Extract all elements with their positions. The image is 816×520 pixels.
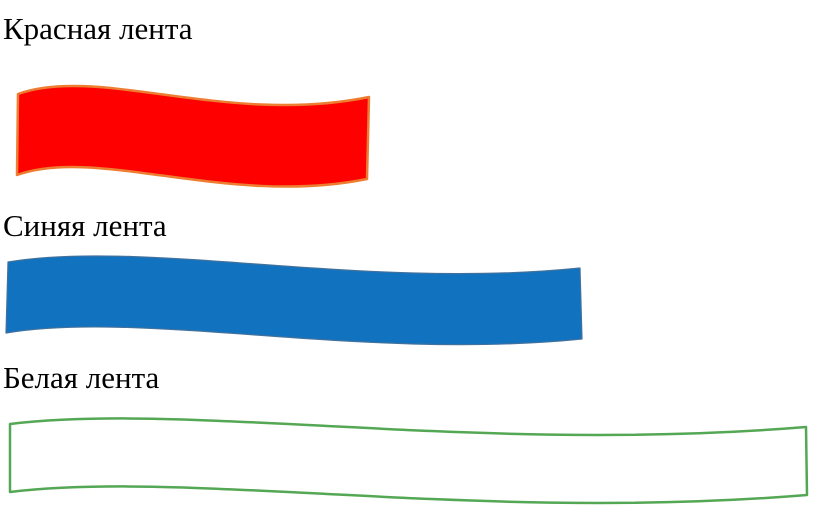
red-ribbon-shape [15,84,371,188]
red-ribbon-wave [15,84,371,188]
white-ribbon-shape [8,417,809,505]
blue-ribbon-wave [5,255,583,346]
blue-ribbon-shape [5,255,583,346]
blue-ribbon-label: Синяя лента [3,208,167,243]
red-ribbon-label: Красная лента [3,11,193,46]
white-ribbon-label: Белая лента [3,360,160,395]
white-ribbon-wave [8,417,809,505]
